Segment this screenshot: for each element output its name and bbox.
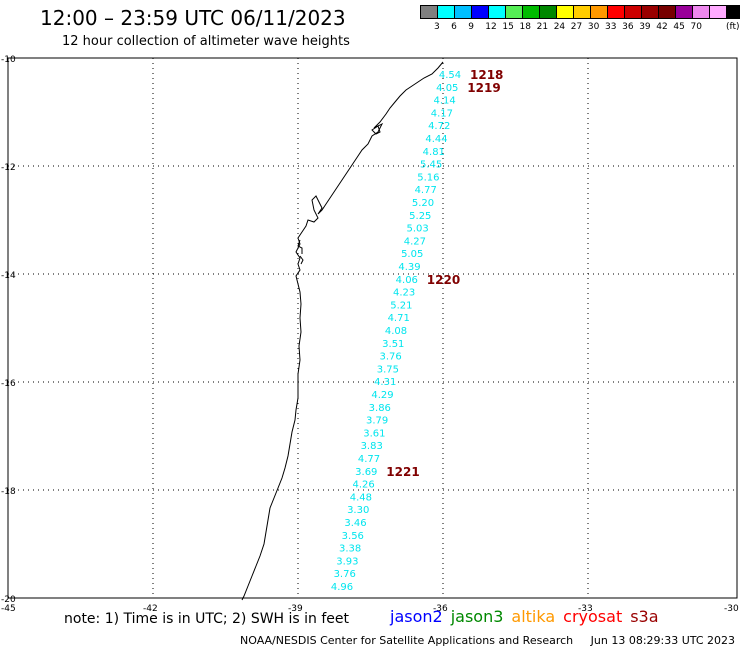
lat-tick-label: -12	[1, 163, 16, 173]
axis-labels: -10 -12 -14 -16 -18 -20-45 -42 -39 -36 -33 -30	[1, 55, 739, 614]
color-scale-legend: 3 6 9 12 15 18 21 24 27 30 33 36 39 42 45 70 (ft)	[420, 5, 740, 32]
satellite-s3a: s3a	[630, 607, 659, 626]
map-title: 12:00 – 23:59 UTC 06/11/2023	[40, 6, 346, 30]
swh-value: 4.54	[439, 70, 461, 81]
legend-swatch	[726, 5, 740, 19]
altimeter-track: 4.54 4.05 4.144.17 4.72 4.44 4.81 5.455.16 4.77…	[331, 68, 504, 593]
lat-tick-label: -18	[1, 487, 16, 497]
lon-tick-label: -42	[143, 604, 158, 614]
legend-label: 12	[485, 22, 497, 32]
footer-org: NOAA/NESDIS Center for Satellite Applica…	[240, 634, 574, 647]
legend-label: 21	[536, 22, 549, 32]
lon-tick-label: -30	[724, 604, 739, 614]
time-label: 1218	[470, 68, 503, 82]
swh-value: 3.75	[377, 364, 399, 375]
swh-value: 3.76	[379, 352, 401, 363]
satellite-altika: altika	[511, 607, 556, 626]
swh-value: 3.76	[334, 569, 356, 580]
satellite-cryosat: cryosat	[563, 607, 623, 626]
swh-value: 4.77	[415, 185, 437, 196]
swh-value: 3.46	[344, 518, 366, 529]
swh-value: 5.21	[390, 300, 412, 311]
swh-value: 3.86	[369, 403, 391, 414]
swh-value: 4.96	[331, 582, 353, 593]
swh-value: 4.06	[396, 275, 418, 286]
swh-value: 4.05	[436, 83, 458, 94]
lat-tick-label: -20	[1, 595, 16, 605]
swh-value: 4.48	[350, 492, 372, 503]
swh-value: 4.44	[425, 134, 447, 145]
swh-value: 4.23	[393, 288, 415, 299]
legend-label: 24	[553, 22, 566, 32]
swh-value: 4.29	[371, 390, 393, 401]
swh-value: 3.51	[382, 339, 404, 350]
legend-label: 45	[673, 22, 685, 32]
swh-value: 4.77	[358, 454, 380, 465]
swh-value: 5.05	[401, 249, 423, 260]
footer-timestamp: Jun 13 08:29:33 UTC 2023	[590, 634, 736, 647]
lat-tick-label: -10	[1, 55, 16, 65]
lon-tick-label: -33	[578, 604, 593, 614]
legend-label: 30	[587, 22, 600, 32]
swh-value: 3.38	[339, 544, 361, 555]
swh-value: 4.31	[374, 377, 396, 388]
legend-label: 36	[622, 22, 634, 32]
legend-swatches	[420, 5, 740, 19]
swh-value: 5.45	[420, 160, 442, 171]
map-subtitle: 12 hour collection of altimeter wave hei…	[62, 34, 350, 49]
footer: NOAA/NESDIS Center for Satellite Applica…	[240, 634, 740, 647]
legend-label: 33	[605, 22, 617, 32]
legend-label: 3	[434, 22, 440, 32]
satellite-jason2: jason2	[390, 607, 443, 626]
time-label: 1221	[386, 465, 419, 479]
swh-value: 4.27	[404, 236, 426, 247]
swh-value: 3.93	[336, 556, 358, 567]
satellite-legend: jason2 jason3 altika cryosat s3a	[390, 607, 667, 626]
swh-value: 5.03	[406, 224, 428, 235]
legend-label: 70	[690, 22, 702, 32]
swh-value: 4.17	[431, 108, 453, 119]
legend-label: 39	[639, 22, 651, 32]
swh-value: 3.79	[366, 416, 388, 427]
legend-label: 42	[656, 22, 668, 32]
swh-value: 3.61	[363, 428, 385, 439]
swh-value: 5.16	[417, 172, 439, 183]
swh-value: 4.72	[428, 121, 450, 132]
lon-tick-label: -39	[288, 604, 303, 614]
lon-tick-label: -45	[1, 604, 16, 614]
legend-label: 6	[451, 22, 457, 32]
coastal-detail	[297, 125, 381, 265]
swh-value: 3.83	[361, 441, 383, 452]
swh-value: 3.56	[342, 531, 364, 542]
lat-tick-label: -16	[1, 379, 16, 389]
legend-label: 18	[519, 22, 531, 32]
time-label: 1219	[467, 81, 500, 95]
swh-value: 4.39	[398, 262, 420, 273]
swh-value: 5.20	[412, 198, 434, 209]
swh-value: 3.69	[355, 467, 377, 478]
coastline	[241, 61, 444, 601]
legend-label: 27	[570, 22, 583, 32]
swh-value: 4.81	[423, 147, 445, 158]
legend-label: (ft)	[726, 22, 740, 32]
swh-value: 4.71	[388, 313, 410, 324]
swh-value: 4.26	[352, 480, 374, 491]
swh-value: 3.30	[347, 505, 369, 516]
legend-label: 9	[468, 22, 474, 32]
swh-value: 4.14	[433, 96, 455, 107]
time-label: 1220	[427, 273, 460, 287]
units-note: note: 1) Time is in UTC; 2) SWH is in fe…	[64, 611, 350, 627]
satellite-jason3: jason3	[450, 607, 504, 626]
graticule	[7, 57, 738, 599]
swh-value: 5.25	[409, 211, 431, 222]
lat-tick-label: -14	[1, 271, 16, 281]
legend-label: 15	[502, 22, 514, 32]
legend-labels: 3 6 9 12 15 18 21 24 27 30 33 36 39 42 45 70 (ft)	[420, 22, 740, 36]
lon-tick-label: -36	[433, 604, 448, 614]
swh-value: 4.08	[385, 326, 407, 337]
